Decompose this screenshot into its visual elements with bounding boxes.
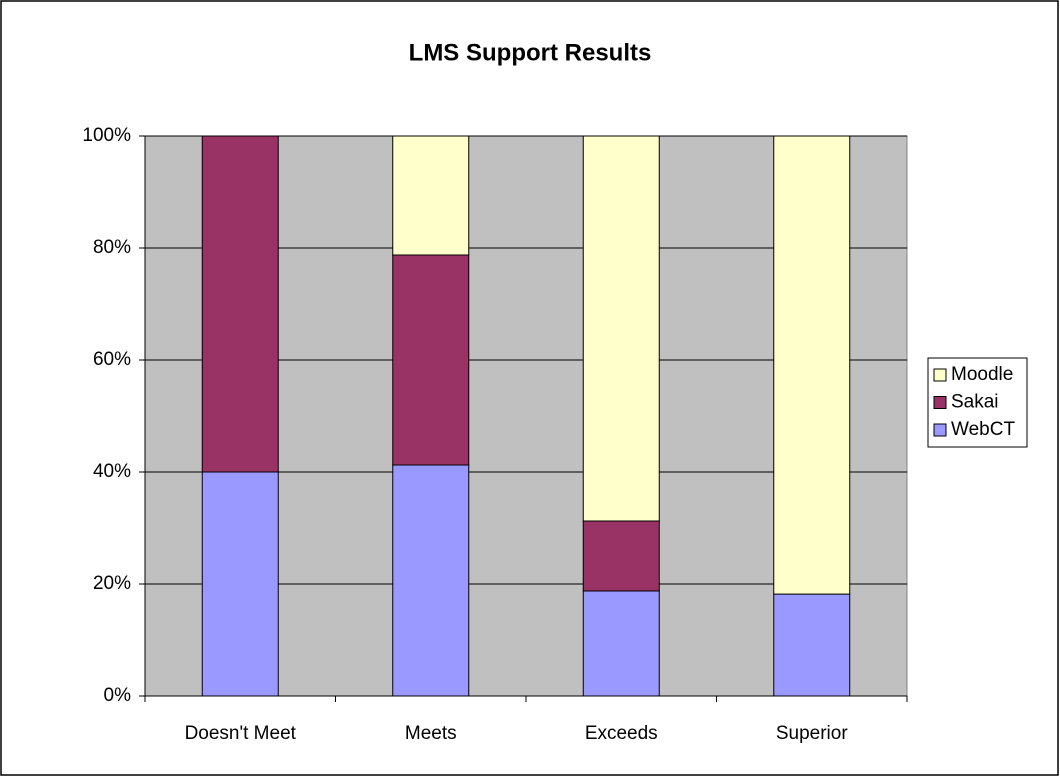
bar-segment [392, 135, 470, 256]
bar-segment [201, 135, 279, 473]
y-tick-label: 60% [93, 349, 131, 370]
x-tick-label: Exceeds [585, 723, 658, 744]
bar-segment [773, 593, 851, 697]
legend-label: WebCT [951, 419, 1015, 440]
bar-segment [582, 135, 660, 522]
y-tick-label: 80% [93, 237, 131, 258]
x-tick-label: Superior [776, 723, 848, 744]
y-tick-label: 20% [93, 573, 131, 594]
bar-segment [582, 590, 660, 697]
bar-segment [392, 464, 470, 697]
bar-segment [392, 254, 470, 466]
y-tick-label: 100% [82, 125, 131, 146]
bar-segment [201, 471, 279, 697]
legend-swatch [933, 423, 947, 437]
bar-segment [773, 135, 851, 595]
chart-title: LMS Support Results [409, 39, 652, 66]
legend-label: Moodle [951, 364, 1013, 385]
legend-label: Sakai [951, 392, 999, 413]
legend-swatch [933, 368, 947, 382]
y-tick-label: 40% [93, 461, 131, 482]
x-tick-label: Doesn't Meet [185, 723, 297, 744]
y-tick-label: 0% [104, 685, 132, 706]
x-tick-label: Meets [405, 723, 457, 744]
legend-swatch [933, 396, 947, 409]
bar-segment [582, 520, 660, 592]
